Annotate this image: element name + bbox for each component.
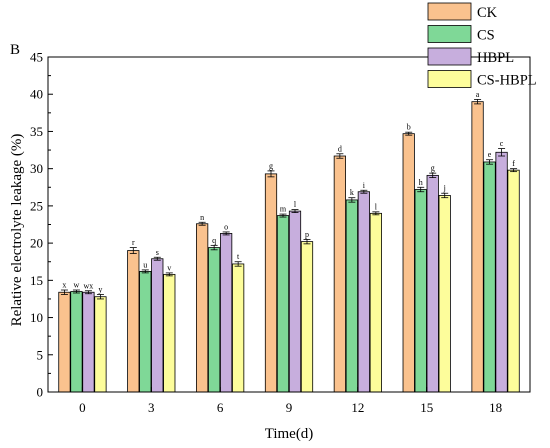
axes xyxy=(47,56,531,393)
bar xyxy=(483,161,496,393)
bar xyxy=(163,273,176,393)
significance-letter: l xyxy=(294,200,297,209)
significance-letter: r xyxy=(132,238,135,247)
y-tick-label: 45 xyxy=(30,50,43,65)
significance-letter: w xyxy=(74,281,80,290)
significance-letter: k xyxy=(350,188,354,197)
x-tick-label: 9 xyxy=(286,400,293,415)
significance-letter: x xyxy=(62,281,66,290)
panel-label: B xyxy=(10,42,20,58)
bar xyxy=(127,250,140,393)
significance-letter: b xyxy=(407,123,411,132)
legend-swatch xyxy=(427,2,472,21)
significance-letter: g xyxy=(431,164,435,173)
bar xyxy=(300,241,314,393)
bar xyxy=(426,174,439,393)
significance-letter: v xyxy=(167,263,171,272)
significance-letter: e xyxy=(488,150,492,159)
significance-letter: y xyxy=(98,285,102,294)
bar xyxy=(369,212,382,393)
x-tick-label: 3 xyxy=(148,400,155,415)
significance-letter: d xyxy=(338,144,342,153)
legend-label: HBPL xyxy=(477,50,514,66)
y-tick-label: 15 xyxy=(30,273,43,288)
significance-letter: n xyxy=(200,213,204,222)
bar xyxy=(471,101,484,393)
bar xyxy=(82,291,95,393)
x-tick-label: 15 xyxy=(420,400,433,415)
bar xyxy=(196,223,209,393)
bar xyxy=(507,169,520,393)
significance-letter: t xyxy=(237,252,240,261)
y-tick-label: 10 xyxy=(30,310,43,325)
significance-letter: f xyxy=(512,159,515,168)
x-tick-label: 6 xyxy=(217,400,224,415)
bar xyxy=(276,215,290,393)
bar xyxy=(345,199,358,393)
y-tick-label: 30 xyxy=(30,161,43,176)
legend-swatch xyxy=(427,47,472,66)
x-tick-label: 12 xyxy=(351,400,364,415)
tick-labels: 0 5 10 15 20 25 30 35 40 45 0 3 6 9 12 15 18 xyxy=(30,50,502,416)
y-tick-label: 0 xyxy=(37,385,44,400)
bar xyxy=(264,173,278,393)
bar xyxy=(139,270,152,393)
significance-letter: h xyxy=(419,178,423,187)
bar xyxy=(414,189,427,393)
significance-letter: l xyxy=(375,202,378,211)
bar xyxy=(495,151,508,393)
legend-label: CS-HBPL xyxy=(477,73,537,89)
significance-letter: m xyxy=(280,205,287,214)
y-axis-title: Relative electrolyte leakage (%) xyxy=(9,134,25,327)
legend-label: CS xyxy=(477,28,495,44)
significance-letter: q xyxy=(212,236,216,245)
y-tick-label: 5 xyxy=(37,347,44,362)
legend-swatch xyxy=(427,70,472,88)
bar xyxy=(220,233,233,393)
y-tick-label: 25 xyxy=(30,198,43,213)
significance-letter: wx xyxy=(84,281,94,290)
significance-letter: i xyxy=(363,181,366,190)
significance-letter: a xyxy=(476,90,480,99)
y-tick-label: 35 xyxy=(30,124,43,139)
bar xyxy=(70,291,83,393)
y-tick-label: 40 xyxy=(30,87,43,102)
significance-letter: c xyxy=(500,139,504,148)
significance-letter: p xyxy=(305,230,309,239)
bar xyxy=(58,291,71,393)
bar xyxy=(208,247,221,393)
bar xyxy=(438,195,451,393)
significance-letter: u xyxy=(143,260,147,269)
x-axis-title: Time(d) xyxy=(265,426,314,442)
legend-label: CK xyxy=(477,5,498,21)
legend: CK CS HBPL CS-HBPL xyxy=(427,2,537,89)
bar xyxy=(232,263,245,393)
legend-swatch xyxy=(427,25,472,43)
significance-letter: o xyxy=(224,222,228,231)
bar xyxy=(288,210,302,393)
bar xyxy=(333,155,346,393)
y-tick-label: 20 xyxy=(30,236,43,251)
bar xyxy=(357,191,370,393)
bar xyxy=(94,296,107,393)
significance-letter: s xyxy=(156,248,159,257)
significance-letter: g xyxy=(269,161,273,170)
bar xyxy=(151,258,164,393)
bar xyxy=(402,133,415,393)
significance-letter: j xyxy=(443,184,446,193)
x-tick-label: 0 xyxy=(79,400,86,415)
x-tick-label: 18 xyxy=(489,400,502,415)
